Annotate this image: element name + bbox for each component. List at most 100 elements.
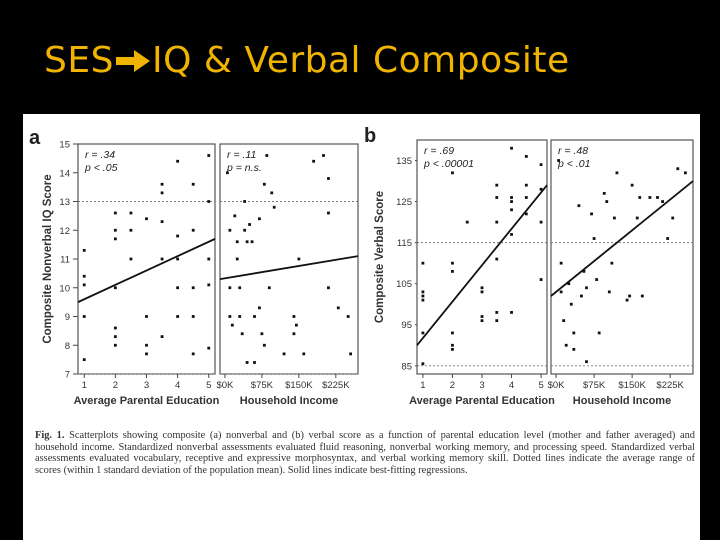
x-tick-label: 1 [420,380,425,391]
y-axis-label: Composite Nonverbal IQ Score [42,174,54,343]
data-point [250,240,254,244]
x-tick-label: 1 [82,380,87,391]
regression-line [77,238,216,303]
data-point [302,352,306,356]
data-point [421,294,425,298]
data-point [322,154,325,157]
x-axis-label: Average Parental Education [74,395,220,407]
x-tick-label: 4 [175,380,180,391]
data-point [113,286,117,290]
data-point [248,223,251,226]
data-point [82,274,86,278]
data-point [572,331,576,335]
data-point [510,196,513,199]
data-point [630,183,634,187]
data-point [495,183,499,187]
data-point [82,315,86,318]
data-point [238,286,242,290]
data-point [421,290,425,294]
data-point [585,360,588,364]
data-point [233,214,237,218]
data-point [176,257,180,261]
x-tick-label: $0K [216,380,234,391]
data-point [253,361,256,364]
data-point [336,306,340,310]
data-point [539,163,543,167]
data-point [253,315,256,318]
data-point [240,332,244,336]
data-point [113,335,117,339]
data-point [312,159,316,163]
data-point [539,187,543,191]
data-point [113,343,117,347]
x-tick-label: $75K [251,380,274,391]
data-point [145,217,148,221]
data-point [559,290,563,294]
data-point [258,217,261,221]
data-point [207,346,211,350]
data-point [245,361,249,364]
data-point [113,211,117,215]
data-point [524,212,528,216]
data-point [671,216,675,220]
data-point [207,154,211,157]
data-point [235,240,239,244]
stat-p-label: p < .05 [84,162,118,174]
data-point [656,196,659,199]
data-point [113,326,117,330]
data-point [160,220,164,224]
data-point [243,228,247,232]
data-point [480,290,484,294]
data-point [465,220,469,224]
data-point [145,343,148,347]
data-point [160,335,164,339]
data-point [597,331,601,335]
caption-text: Scatterplots showing composite (a) nonve… [35,430,696,476]
stat-r-label: r = .48 [558,145,588,157]
data-point [160,257,164,261]
data-point [272,205,276,209]
data-point [451,347,454,351]
data-point [539,220,543,224]
subplot-frame [77,143,216,375]
subplot-frame [219,143,359,375]
x-tick-label: $225K [656,380,684,391]
data-point [615,171,619,175]
y-tick-label: 13 [59,197,70,208]
title-bar: SES IQ & Verbal Composite [0,0,720,112]
panel-label: b [364,125,376,147]
data-point [292,332,296,336]
y-tick-label: 135 [396,156,412,167]
data-point [267,286,271,290]
data-point [524,155,528,158]
data-point [683,171,687,175]
data-point [262,182,266,186]
data-point [562,319,566,323]
y-axis-label: Composite Verbal Score [374,191,386,323]
data-point [495,196,499,199]
data-point [524,196,528,199]
data-point [160,182,164,186]
data-point [235,257,239,261]
x-tick-label: 5 [206,380,211,391]
data-point [176,286,180,290]
data-point [564,343,568,347]
regression-line [550,180,694,297]
data-point [292,315,296,318]
data-point [480,315,484,318]
slide-title: SES IQ & Verbal Composite [44,40,570,83]
data-point [327,211,330,215]
data-point [451,269,454,273]
y-tick-label: 12 [59,226,70,237]
x-tick-label: $225K [322,380,350,391]
y-tick-label: 15 [59,140,70,151]
panel-label: a [29,127,41,149]
data-point [262,343,266,347]
regression-line [416,184,548,346]
data-point [238,315,242,318]
data-point [595,278,599,281]
x-tick-label: 5 [538,380,543,391]
data-point [258,306,261,310]
data-point [176,315,180,318]
data-point [191,315,195,318]
